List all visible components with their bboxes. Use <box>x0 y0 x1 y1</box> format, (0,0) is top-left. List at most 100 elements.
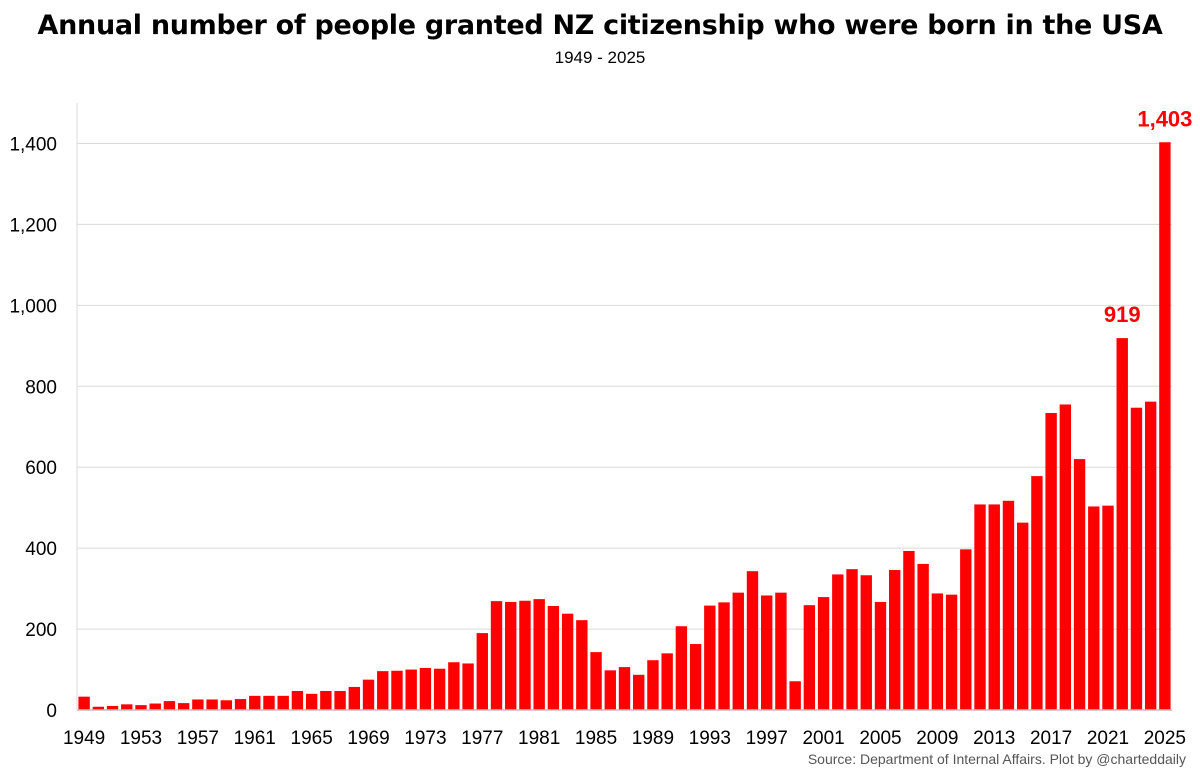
bar-1974 <box>433 668 446 710</box>
x-tick-label: 1993 <box>689 728 731 749</box>
chart-title: Annual number of people granted NZ citiz… <box>37 10 1163 41</box>
y-tick-label: 0 <box>46 701 57 722</box>
x-tick-label: 2017 <box>1030 728 1072 749</box>
bar-1998 <box>775 592 787 710</box>
bar-1959 <box>220 700 233 710</box>
bar-2005 <box>874 601 887 710</box>
bar-1978 <box>490 601 503 710</box>
bar-1957 <box>192 699 204 710</box>
bar-1987 <box>618 667 631 710</box>
bar-1953 <box>135 705 147 710</box>
bar-1994 <box>718 602 730 710</box>
bar-2011 <box>960 549 972 710</box>
bar-1981 <box>533 599 545 710</box>
bar-1958 <box>206 699 218 710</box>
bar-2024 <box>1144 401 1157 710</box>
bar-1989 <box>647 660 659 710</box>
bar-2019 <box>1073 459 1086 710</box>
bar-2023 <box>1130 407 1143 710</box>
bar-1991 <box>675 626 688 710</box>
x-tick-label: 2021 <box>1087 728 1129 749</box>
bar-1954 <box>149 703 161 710</box>
annotations: 919 1,403 <box>1104 106 1193 327</box>
bar-2010 <box>945 594 958 710</box>
x-tick-label: 1989 <box>632 728 674 749</box>
bar-2001 <box>817 597 830 710</box>
bar-2013 <box>988 504 1000 710</box>
bar-1997 <box>761 595 773 710</box>
bar-1956 <box>177 703 190 710</box>
bar-1969 <box>362 679 375 710</box>
bar-1976 <box>462 663 474 710</box>
bar-2003 <box>846 569 858 710</box>
x-tick-label: 1965 <box>291 728 333 749</box>
bar-1999 <box>789 681 801 710</box>
bar-2012 <box>974 504 986 710</box>
bar-1968 <box>348 686 360 710</box>
x-tick-label: 1973 <box>404 728 446 749</box>
bar-1960 <box>234 699 247 710</box>
bar-1984 <box>576 620 588 710</box>
bar-2021 <box>1102 505 1114 710</box>
source-note: Source: Department of Internal Affairs. … <box>807 751 1186 767</box>
x-tick-label: 2005 <box>859 728 901 749</box>
bar-1975 <box>448 662 460 710</box>
bar-1971 <box>391 670 403 710</box>
bar-2018 <box>1059 404 1072 710</box>
bar-1977 <box>476 633 488 710</box>
x-axis-ticks: 1949 1953 1957 1961 1965 1969 1973 1977 1981 1985… <box>63 728 1186 749</box>
bar-1962 <box>263 695 275 710</box>
bar-1972 <box>405 669 417 710</box>
bar-1996 <box>746 571 759 710</box>
bar-2015 <box>1016 522 1029 710</box>
y-tick-label: 1,200 <box>9 215 57 236</box>
bar-1983 <box>561 613 574 710</box>
bar-1965 <box>305 693 318 710</box>
bar-1985 <box>590 652 602 710</box>
data-label-2025: 1,403 <box>1137 106 1192 131</box>
bar-1982 <box>547 606 560 710</box>
bar-2007 <box>903 550 915 710</box>
bar-2004 <box>860 575 872 710</box>
bar-1973 <box>419 667 432 710</box>
bar-2016 <box>1031 476 1043 710</box>
y-tick-label: 1,400 <box>9 134 57 155</box>
x-axis <box>76 103 1172 711</box>
x-tick-label: 2013 <box>973 728 1015 749</box>
x-tick-label: 1961 <box>234 728 276 749</box>
bar-1949 <box>78 696 90 710</box>
x-tick-label: 1981 <box>518 728 560 749</box>
x-tick-label: 1985 <box>575 728 617 749</box>
bar-1970 <box>377 671 389 710</box>
bar-1995 <box>732 592 744 710</box>
bar-1966 <box>320 690 332 710</box>
bar-2009 <box>931 593 944 710</box>
bar-2014 <box>1002 500 1015 710</box>
bar-1967 <box>334 690 346 710</box>
bar-2022 <box>1116 338 1128 710</box>
y-tick-label: 1,000 <box>9 296 57 317</box>
bar-2006 <box>889 569 901 710</box>
bar-1955 <box>163 701 176 710</box>
x-tick-label: 1969 <box>347 728 389 749</box>
bar-1950 <box>92 706 105 710</box>
bar-2000 <box>803 605 816 710</box>
bar-2002 <box>832 574 844 710</box>
bar-1951 <box>106 705 119 710</box>
y-tick-label: 200 <box>25 620 57 641</box>
bar-1992 <box>689 644 702 710</box>
bar-2017 <box>1045 412 1057 710</box>
bar-2025 <box>1159 142 1171 710</box>
y-tick-label: 800 <box>25 377 57 398</box>
bar-1964 <box>291 690 304 710</box>
chart-subtitle: 1949 - 2025 <box>554 48 646 67</box>
bar-1952 <box>121 704 133 710</box>
y-tick-label: 400 <box>25 539 57 560</box>
y-axis-ticks: 0 200 400 600 800 1,000 1,200 1,400 <box>9 134 57 722</box>
x-tick-label: 1997 <box>746 728 788 749</box>
bar-1963 <box>277 695 289 710</box>
x-tick-label: 1953 <box>120 728 162 749</box>
x-tick-label: 1949 <box>63 728 105 749</box>
x-tick-label: 1957 <box>177 728 219 749</box>
